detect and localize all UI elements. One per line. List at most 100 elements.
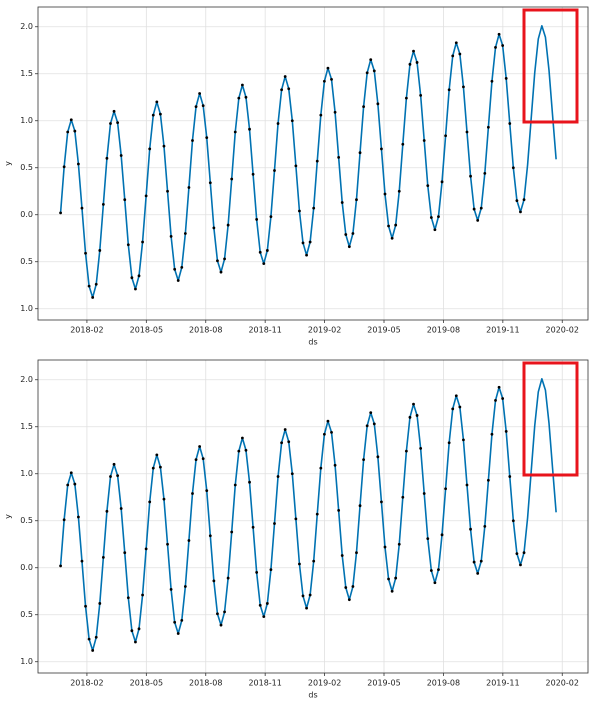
forecast-line xyxy=(59,378,557,652)
data-point xyxy=(337,508,341,512)
data-point xyxy=(347,245,351,249)
data-point xyxy=(422,492,426,495)
data-point xyxy=(109,122,112,125)
data-point xyxy=(223,610,226,614)
data-point xyxy=(191,492,194,495)
data-point xyxy=(248,480,251,484)
y-tick-label: 1.0 xyxy=(20,657,33,666)
data-point xyxy=(187,539,191,542)
data-point xyxy=(305,606,308,610)
data-point xyxy=(340,554,344,557)
data-point xyxy=(265,602,269,605)
data-point xyxy=(447,88,451,92)
forecast-line xyxy=(59,25,557,299)
x-tick-label: 2018-02 xyxy=(70,326,103,335)
y-tick-label: 1.5 xyxy=(20,69,33,78)
data-point xyxy=(412,49,415,53)
data-point xyxy=(522,551,526,555)
chart: 1.0 0.5 0.0 0.5 1.0 1.5 2.0 2018-02 2018-05 2018-… xyxy=(4,359,589,700)
data-point xyxy=(415,414,419,417)
plot-area xyxy=(38,360,588,673)
data-point xyxy=(116,474,120,478)
data-point xyxy=(522,198,526,202)
data-point xyxy=(433,581,437,585)
data-point xyxy=(515,552,519,556)
y-tick-label: 0.5 xyxy=(20,163,33,172)
x-axis-label: ds xyxy=(308,338,317,347)
data-point xyxy=(130,276,134,280)
data-point xyxy=(137,627,141,631)
data-point xyxy=(77,162,80,166)
y-tick-label: 0.0 xyxy=(20,563,33,572)
data-point xyxy=(134,287,137,291)
data-point xyxy=(134,640,137,644)
data-point xyxy=(87,284,91,288)
data-point xyxy=(390,236,394,240)
data-point xyxy=(401,495,405,499)
data-point xyxy=(233,483,237,487)
x-tick-label: 2019-08 xyxy=(427,326,460,335)
data-point xyxy=(308,593,312,597)
data-point xyxy=(98,602,102,605)
y-axis-label: y xyxy=(4,161,13,166)
data-point xyxy=(230,177,234,181)
data-point xyxy=(426,184,430,187)
data-point xyxy=(387,224,390,228)
data-point xyxy=(358,504,362,508)
data-point xyxy=(240,436,244,440)
data-point xyxy=(208,181,212,185)
data-point xyxy=(276,122,280,125)
data-point xyxy=(330,430,333,434)
data-point xyxy=(265,249,269,252)
data-point xyxy=(322,79,326,83)
data-point xyxy=(226,223,230,227)
y-axis-label: y xyxy=(4,514,13,519)
data-point xyxy=(223,257,226,261)
data-point xyxy=(372,69,376,73)
x-tick-label: 2019-05 xyxy=(367,679,400,688)
data-point xyxy=(151,466,155,470)
data-point xyxy=(511,166,515,170)
data-point xyxy=(494,399,497,402)
data-point xyxy=(276,475,280,478)
data-point xyxy=(144,547,148,551)
plot-frame xyxy=(37,359,589,674)
data-point xyxy=(408,62,412,66)
data-point xyxy=(344,586,348,589)
data-point xyxy=(87,637,91,641)
data-point xyxy=(383,192,387,196)
data-point xyxy=(394,223,398,227)
highlight-box xyxy=(522,361,579,477)
data-point xyxy=(283,75,287,78)
data-point xyxy=(294,517,298,521)
y-tick-label: 0.5 xyxy=(20,516,33,525)
data-point xyxy=(251,172,255,176)
data-point xyxy=(280,88,284,92)
data-point xyxy=(472,560,476,564)
data-point xyxy=(479,206,483,210)
data-point xyxy=(483,524,487,528)
data-point xyxy=(155,453,159,457)
data-point xyxy=(501,44,505,47)
data-point xyxy=(376,102,380,106)
data-point xyxy=(109,475,112,478)
data-point xyxy=(479,559,483,563)
x-tick-label: 2019-08 xyxy=(427,679,460,688)
data-point xyxy=(404,96,408,100)
x-tick-label: 2018-08 xyxy=(189,326,222,335)
data-point xyxy=(469,527,472,531)
data-point xyxy=(191,139,194,142)
data-point xyxy=(237,449,241,453)
data-point xyxy=(73,482,77,486)
data-point xyxy=(497,385,501,389)
data-point xyxy=(105,156,109,160)
data-point xyxy=(158,112,162,116)
data-point xyxy=(105,509,109,513)
data-point xyxy=(337,155,341,159)
data-point xyxy=(444,487,447,491)
data-point xyxy=(458,52,462,56)
data-point xyxy=(437,568,440,572)
data-point xyxy=(84,604,87,608)
